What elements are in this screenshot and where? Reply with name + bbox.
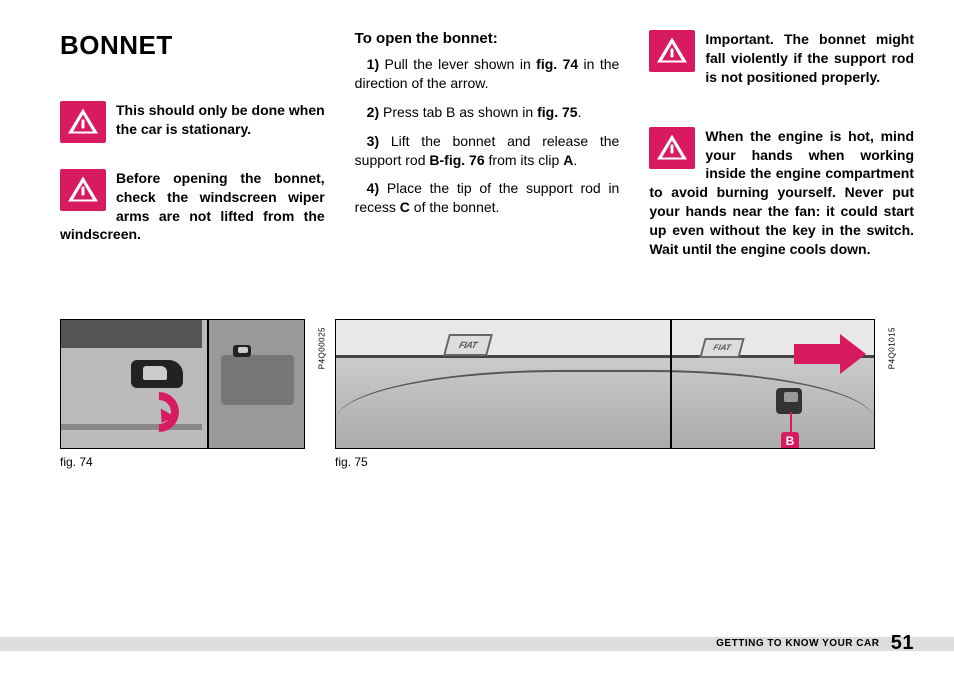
warning-icon: [60, 169, 106, 211]
warning-text: This should only be done when the car is…: [116, 102, 325, 137]
footer: GETTING TO KNOW YOUR CAR 51: [716, 632, 914, 655]
step-3: 3) Lift the bonnet and release the suppo…: [355, 132, 620, 170]
warning-icon: [649, 127, 695, 169]
warning-icon: [649, 30, 695, 72]
column-2: To open the bonnet: 1) Pull the lever sh…: [355, 30, 620, 289]
callout-b: B: [781, 432, 799, 449]
figure-75-image: FIAT FIAT B: [335, 319, 875, 449]
step-1: 1) Pull the lever shown in fig. 74 in th…: [355, 55, 620, 93]
warning-text: Important. The bonnet might fall violent…: [705, 31, 914, 85]
figure-74: P4Q00025 fig. 74: [60, 319, 305, 469]
section-name: GETTING TO KNOW YOUR CAR: [716, 638, 879, 649]
page-number: 51: [891, 632, 914, 654]
step-2: 2) Press tab B as shown in fig. 75.: [355, 103, 620, 122]
fiat-badge: FIAT: [443, 334, 493, 356]
figure-code: P4Q00025: [317, 327, 326, 369]
figure-caption: fig. 75: [335, 455, 875, 469]
warning-wipers: Before opening the bon­net, check the wi…: [60, 169, 325, 245]
warning-support-rod: Important. The bonnet might fall violent…: [649, 30, 914, 87]
figure-caption: fig. 74: [60, 455, 305, 469]
open-bonnet-heading: To open the bonnet:: [355, 30, 620, 47]
column-1: BONNET This should only be done when the…: [60, 30, 325, 289]
fiat-badge: FIAT: [699, 338, 744, 358]
warning-stationary: This should only be done when the car is…: [60, 101, 325, 139]
figures-row: P4Q00025 fig. 74 FIAT FIAT B P4Q01015 fi…: [60, 319, 914, 469]
figure-75: FIAT FIAT B P4Q01015 fig. 75: [335, 319, 875, 469]
arrow-icon: [794, 344, 844, 364]
figure-code: P4Q01015: [887, 327, 896, 369]
column-3: Important. The bonnet might fall violent…: [649, 30, 914, 289]
warning-hot-engine: When the engine is hot, mind your hands …: [649, 127, 914, 259]
page-title: BONNET: [60, 30, 325, 61]
warning-icon: [60, 101, 106, 143]
step-4: 4) Place the tip of the support rod in r…: [355, 179, 620, 217]
figure-74-image: [60, 319, 305, 449]
